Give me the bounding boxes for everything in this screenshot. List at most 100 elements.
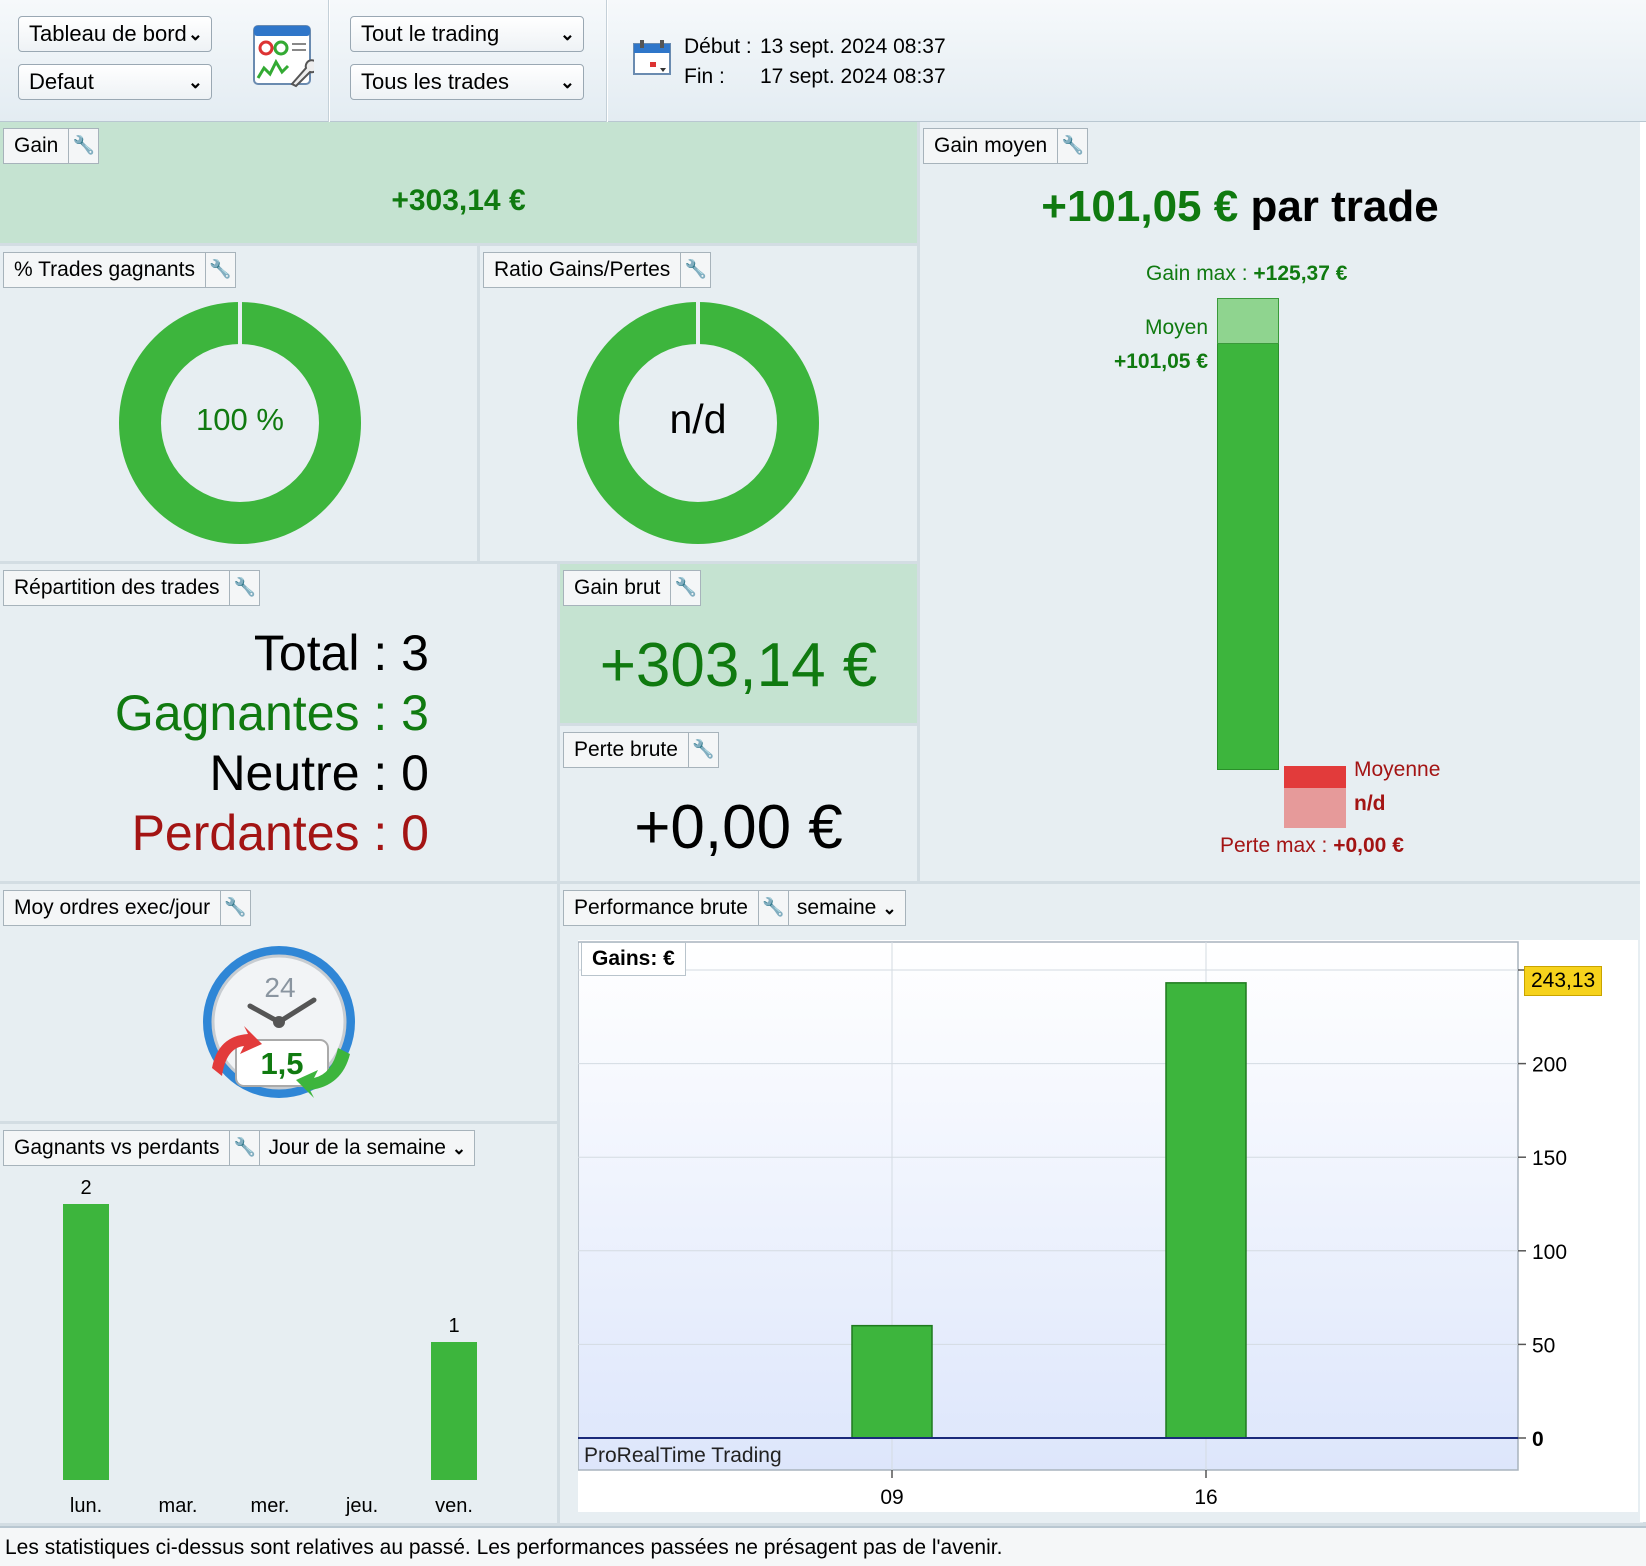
ratio-title: Ratio Gains/Pertes	[483, 252, 682, 288]
wrench-icon[interactable]: 🔧	[69, 128, 100, 164]
ratio-value: n/d	[669, 396, 727, 442]
wrench-icon[interactable]: 🔧	[221, 890, 252, 926]
end-date-label: Fin :	[684, 65, 725, 88]
gain-panel-tab: Gain 🔧	[3, 128, 100, 164]
toolbar: Tableau de bord ⌄ Defaut ⌄ Tout le tradi…	[0, 0, 1646, 122]
gain-brut-title: Gain brut	[563, 570, 672, 606]
wrench-icon[interactable]: 🔧	[688, 732, 719, 768]
wrench-icon[interactable]: 🔧	[230, 570, 261, 606]
weekday-dropdown[interactable]: Jour de la semaine ⌄	[260, 1130, 476, 1166]
weekday-bar	[63, 1204, 109, 1480]
perte-brute-value: +0,00 €	[634, 793, 843, 862]
moyen-value: +101,05 €	[1113, 350, 1208, 373]
scope-select[interactable]: Tout le trading ⌄	[350, 16, 584, 52]
gain-moyen-title: Gain moyen	[923, 128, 1059, 164]
ratio-donut	[577, 300, 819, 544]
scope-select-value: Tout le trading	[361, 21, 500, 46]
perte-max: Perte max : +0,00 €	[1220, 834, 1404, 858]
gagnants-vs-perdants-tab: Gagnants vs perdants 🔧 Jour de la semain…	[3, 1130, 476, 1166]
start-date-value: 13 sept. 2024 08:37	[760, 35, 946, 58]
y-tick-label: 150	[1532, 1147, 1567, 1170]
weekday-bar-label: 1	[448, 1315, 459, 1337]
date-range: Début : 13 sept. 2024 08:37 Fin : 17 sept.…	[684, 32, 946, 92]
gagnants-vs-perdants-title: Gagnants vs perdants	[3, 1130, 231, 1166]
wrench-icon[interactable]: 🔧	[205, 252, 236, 288]
weekday-tick-label: mar.	[159, 1495, 198, 1517]
start-date-label: Début :	[684, 35, 752, 58]
ratio-tab: Ratio Gains/Pertes 🔧	[483, 252, 712, 288]
weekday-tick-label: lun.	[70, 1495, 102, 1517]
gain-moyen-suffix: par trade	[1250, 182, 1439, 231]
weekday-tick-label: mer.	[251, 1495, 290, 1517]
repartition-panel: Répartition des trades 🔧 Total : 3 Gagna…	[0, 564, 560, 884]
gain-max-label: Gain max :	[1146, 262, 1248, 285]
moy-ordres-panel: Moy ordres exec/jour 🔧 24 1,5	[0, 884, 560, 1124]
performance-bar	[1165, 982, 1247, 1439]
view-select-value: Tableau de bord	[29, 21, 187, 46]
gain-panel: Gain 🔧 +303,14 €	[0, 122, 920, 246]
wrench-icon[interactable]: 🔧	[758, 890, 789, 926]
total-trades: Total : 3	[253, 625, 429, 681]
loss-average-bar	[1284, 766, 1346, 788]
gain-moyen-value: +101,05 €	[1041, 182, 1239, 231]
dashboard-settings-icon[interactable]	[252, 24, 319, 88]
wrench-icon[interactable]: 🔧	[1058, 128, 1089, 164]
end-date-value: 17 sept. 2024 08:37	[760, 65, 946, 88]
win-rate-value: 100 %	[196, 402, 284, 437]
performance-bar	[851, 1324, 933, 1439]
chevron-down-icon: ⌄	[559, 72, 575, 92]
gain-max: Gain max : +125,37 €	[1146, 262, 1347, 286]
x-tick-label: 16	[1194, 1486, 1217, 1509]
perte-max-label: Perte max :	[1220, 834, 1328, 857]
view-select[interactable]: Tableau de bord ⌄	[18, 16, 212, 52]
perte-brute-tab: Perte brute 🔧	[563, 732, 719, 768]
weekday-bar-label: 2	[80, 1177, 91, 1199]
calendar-icon[interactable]	[632, 38, 674, 83]
winning-trades: Gagnantes : 3	[114, 685, 429, 741]
loss-max-bar-segment	[1284, 788, 1346, 828]
trades-select-value: Tous les trades	[361, 69, 509, 94]
moyenne-value: n/d	[1354, 792, 1386, 815]
layout-select[interactable]: Defaut ⌄	[18, 64, 212, 100]
moy-ordres-tab: Moy ordres exec/jour 🔧	[3, 890, 252, 926]
moyenne-label: Moyenne	[1354, 758, 1441, 781]
period-dropdown-value: semaine	[796, 896, 877, 919]
repartition-title: Répartition des trades	[3, 570, 231, 606]
performance-watermark: ProRealTime Trading	[584, 1444, 782, 1467]
perte-max-value: +0,00 €	[1333, 834, 1404, 857]
trades-gagnants-tab: % Trades gagnants 🔧	[3, 252, 236, 288]
toolbar-separator	[606, 0, 608, 122]
plot-area	[578, 941, 1519, 1471]
y-tick-label: 0	[1532, 1428, 1544, 1451]
clock-icon	[203, 946, 355, 1098]
wrench-icon[interactable]: 🔧	[681, 252, 712, 288]
trades-select[interactable]: Tous les trades ⌄	[350, 64, 584, 100]
moy-ordres-title: Moy ordres exec/jour	[3, 890, 222, 926]
trades-gagnants-panel: % Trades gagnants 🔧 100 %	[0, 246, 480, 564]
performance-title: Performance brute	[563, 890, 759, 926]
wrench-icon[interactable]: 🔧	[671, 570, 702, 606]
gain-max-value: +125,37 €	[1253, 262, 1348, 285]
gain-average-bar	[1217, 344, 1279, 770]
performance-tab: Performance brute 🔧 semaine ⌄	[563, 890, 906, 926]
period-dropdown[interactable]: semaine ⌄	[788, 890, 906, 926]
trades-gagnants-title: % Trades gagnants	[3, 252, 206, 288]
losing-trades: Perdantes : 0	[131, 805, 429, 861]
layout-select-value: Defaut	[29, 69, 94, 94]
gain-moyen-panel: Gain moyen 🔧 +101,05 € par trade Gain ma…	[920, 122, 1646, 884]
right-edge	[1640, 122, 1646, 1522]
performance-legend: Gains: €	[581, 942, 686, 976]
x-tick-label: 09	[880, 1486, 903, 1509]
gain-brut-tab: Gain brut 🔧	[563, 570, 702, 606]
y-tick-label: 200	[1532, 1054, 1567, 1077]
chevron-down-icon: ⌄	[882, 899, 897, 918]
wrench-icon[interactable]: 🔧	[230, 1130, 261, 1166]
gain-brut-value: +303,14 €	[599, 631, 878, 700]
weekday-tick-label: jeu.	[345, 1495, 378, 1517]
moyen-label: Moyen	[1144, 316, 1208, 339]
chevron-down-icon: ⌄	[451, 1139, 467, 1158]
toolbar-separator	[328, 0, 330, 122]
neutral-trades: Neutre : 0	[209, 745, 429, 801]
ratio-panel: Ratio Gains/Pertes 🔧 n/d	[480, 246, 920, 564]
disclaimer-footer: Les statistiques ci-dessus sont relative…	[0, 1526, 1646, 1566]
